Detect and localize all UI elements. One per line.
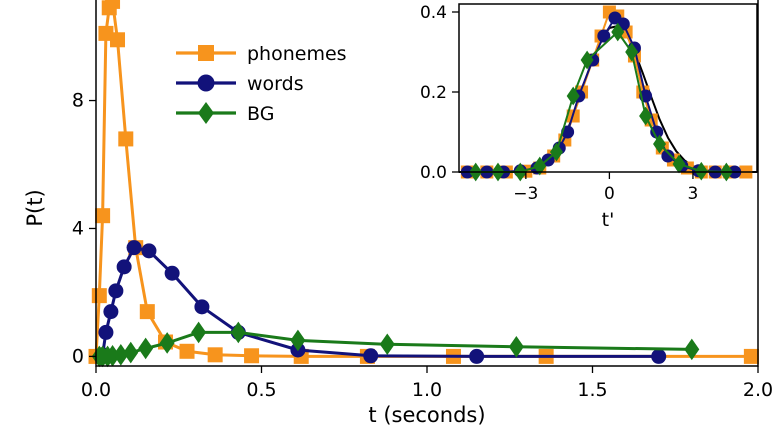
point-bg (138, 337, 154, 360)
inset-point-bg (653, 134, 667, 154)
x-tick-label: 1.0 (412, 379, 442, 401)
inset-axes-frame (458, 3, 758, 173)
legend-marker-words (197, 74, 215, 92)
point-phonemes (244, 348, 260, 364)
point-words (164, 265, 180, 281)
inset-point-bg (611, 22, 625, 42)
inset-point-bg (580, 50, 594, 70)
inset-y-tick-label: 0.2 (420, 83, 447, 103)
point-words (363, 348, 379, 364)
point-phonemes (105, 0, 121, 9)
x-tick-label: 1.5 (577, 379, 607, 401)
point-words (103, 304, 119, 320)
legend-label-words: words (247, 73, 304, 95)
point-bg (508, 336, 524, 358)
x-tick-label: 0.0 (81, 379, 111, 401)
inset-x-axis-label: t' (602, 209, 615, 231)
y-tick-label: 8 (72, 90, 84, 112)
point-bg (105, 344, 121, 367)
legend-label-bg: BG (247, 103, 274, 125)
point-phonemes (207, 347, 223, 363)
inset-point-words (661, 149, 675, 163)
point-phonemes (179, 343, 195, 359)
point-bg (230, 321, 246, 344)
point-phonemes (91, 288, 107, 304)
inset-x-tick-label: 0 (604, 184, 615, 204)
point-bg (290, 329, 306, 352)
point-words (108, 283, 124, 299)
point-words (141, 243, 157, 259)
point-words (651, 348, 667, 364)
inset-x-tick-label: −3 (513, 184, 538, 204)
inset-y-tick-label: 0.4 (420, 3, 447, 23)
point-bg (379, 333, 395, 356)
y-axis-label: P(t) (23, 189, 47, 226)
point-words (194, 299, 210, 315)
inset-point-words (650, 125, 664, 139)
point-phonemes (110, 32, 126, 48)
point-bg (684, 338, 700, 361)
legend-marker-bg (198, 102, 214, 124)
legend-marker-phonemes (198, 45, 214, 61)
x-axis-label: t (seconds) (368, 403, 485, 427)
inset-point-bg (549, 142, 563, 162)
point-bg (123, 341, 139, 364)
inset-point-bg (625, 42, 639, 62)
inset-y-tick-label: 0.0 (420, 163, 447, 183)
legend-label-phonemes: phonemes (247, 43, 347, 65)
y-tick-label: 0 (72, 345, 84, 367)
inset-point-bg (639, 106, 653, 126)
y-tick-label: 4 (72, 217, 84, 239)
point-phonemes (95, 208, 111, 224)
inset-point-bg (533, 156, 547, 176)
inset-point-words (597, 29, 611, 43)
x-tick-label: 0.5 (246, 379, 276, 401)
inset-point-bg (672, 154, 686, 174)
point-phonemes (98, 25, 114, 41)
point-phonemes (743, 348, 759, 364)
legend: phonemes words BG (176, 43, 347, 125)
point-words (469, 348, 485, 364)
point-words (116, 259, 132, 275)
point-bg (159, 332, 175, 354)
inset-ticks: −3 0 3 0.0 0.2 0.4 (420, 3, 698, 204)
x-tick-label: 2.0 (743, 379, 773, 401)
point-phonemes (139, 304, 155, 320)
point-words (126, 240, 142, 256)
inset-point-bg (694, 161, 708, 181)
point-words (98, 324, 114, 340)
point-bg (113, 344, 129, 366)
point-phonemes (118, 131, 134, 147)
inset-x-tick-label: 3 (688, 184, 699, 204)
main-ticks: 0.0 0.5 1.0 1.5 2.0 0 4 8 (72, 90, 773, 401)
point-bg (191, 321, 207, 344)
inset-point-bg (566, 86, 580, 106)
